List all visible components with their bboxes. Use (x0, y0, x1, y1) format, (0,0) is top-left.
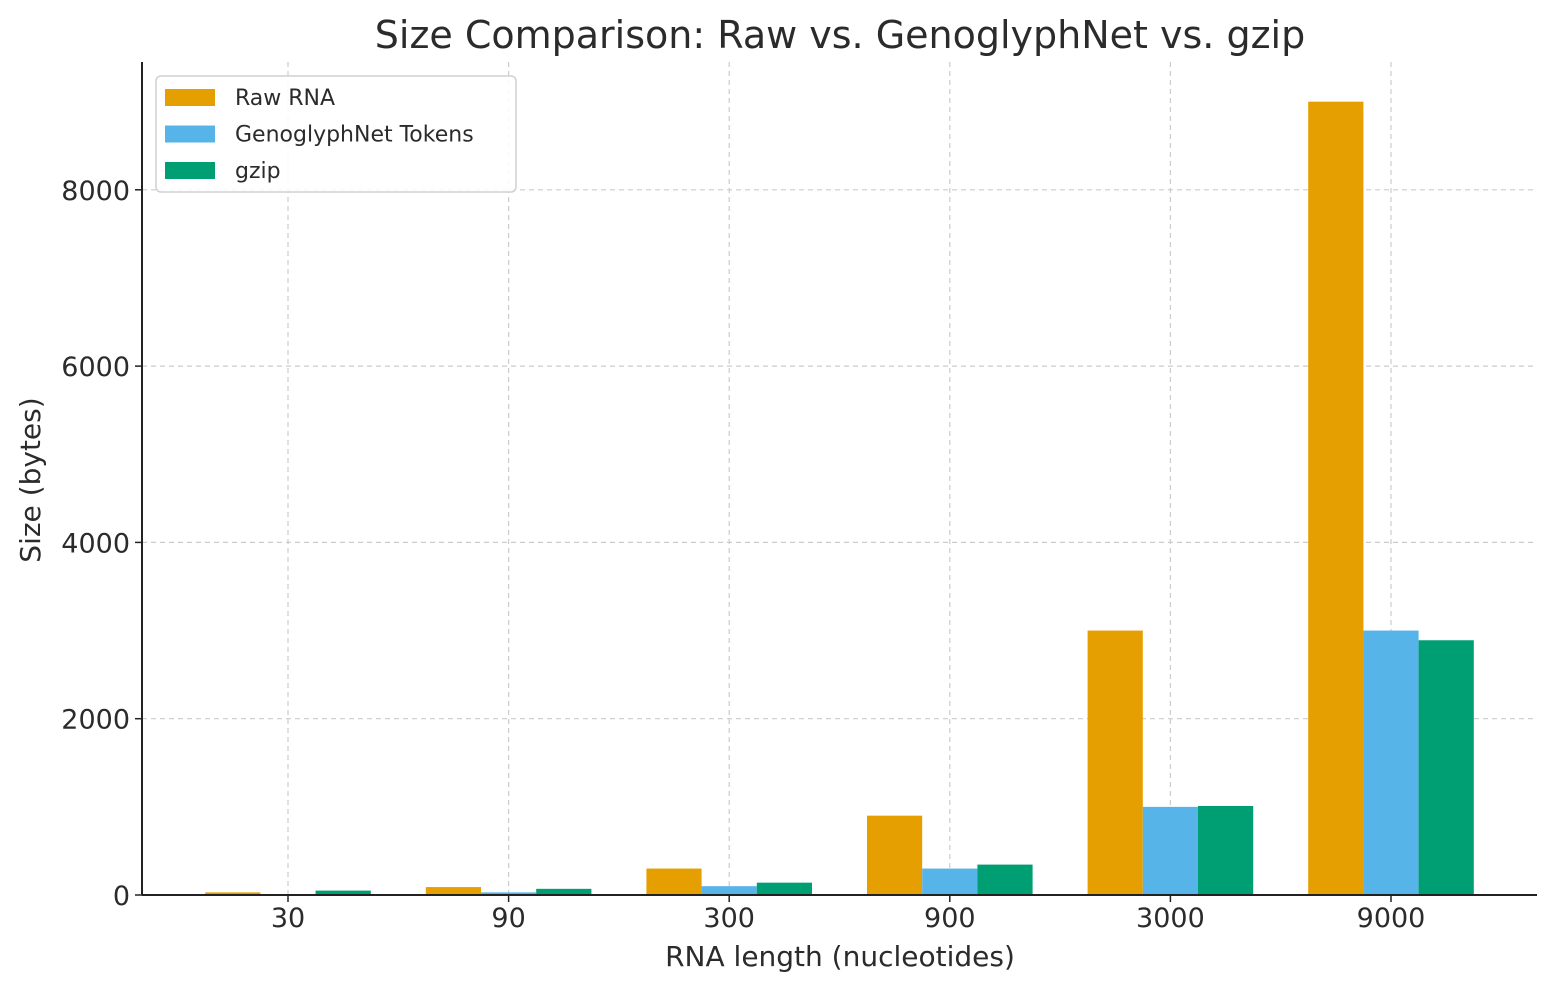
legend-swatch (165, 89, 215, 106)
x-tick-label: 900 (924, 903, 976, 934)
bar-gzip-300 (756, 882, 812, 895)
tick-labels: 0 2000 4000 6000 8000 30 90 300 900 3000 9000 (61, 176, 1425, 934)
legend: Raw RNA GenoglyphNet Tokens gzip (155, 75, 517, 193)
x-axis-label: RNA length (nucleotides) (665, 940, 1015, 973)
bar-raw-rna-9000 (1308, 101, 1364, 896)
bar-genoglyphnet-tokens-300 (701, 886, 757, 895)
bar-gzip-3000 (1198, 805, 1254, 895)
bar-gzip-30 (315, 890, 371, 895)
bar-gzip-90 (536, 888, 592, 895)
x-tick-label: 3000 (1136, 903, 1205, 934)
bar-raw-rna-300 (646, 868, 702, 895)
bar-raw-rna-90 (425, 887, 481, 895)
y-tick-label: 2000 (61, 705, 130, 736)
legend-label: gzip (235, 159, 281, 184)
bar-raw-rna-30 (205, 892, 261, 895)
bar-raw-rna-3000 (1087, 630, 1143, 895)
bar-gzip-900 (977, 864, 1033, 895)
bars (205, 101, 1474, 896)
bar-genoglyphnet-tokens-3000 (1142, 806, 1198, 895)
legend-label: GenoglyphNet Tokens (235, 123, 474, 148)
x-tick-label: 300 (703, 903, 755, 934)
bar-genoglyphnet-tokens-90 (481, 892, 537, 895)
legend-swatch (165, 162, 215, 179)
axes (135, 62, 1537, 902)
legend-label: Raw RNA (235, 86, 335, 111)
bar-raw-rna-900 (867, 815, 923, 895)
y-tick-label: 6000 (61, 352, 130, 383)
y-tick-label: 0 (113, 881, 130, 912)
legend-swatch (165, 125, 215, 143)
y-axis-label: Size (bytes) (14, 397, 47, 562)
y-tick-label: 4000 (61, 528, 130, 559)
bar-genoglyphnet-tokens-9000 (1363, 630, 1419, 895)
legend-box (155, 75, 517, 193)
chart-title: Size Comparison: Raw vs. GenoglyphNet vs… (375, 13, 1305, 57)
bar-gzip-9000 (1418, 640, 1474, 895)
x-tick-label: 30 (271, 903, 305, 934)
x-tick-label: 90 (491, 903, 525, 934)
x-tick-label: 9000 (1357, 903, 1426, 934)
bar-genoglyphnet-tokens-900 (922, 868, 978, 895)
y-tick-label: 8000 (61, 176, 130, 207)
